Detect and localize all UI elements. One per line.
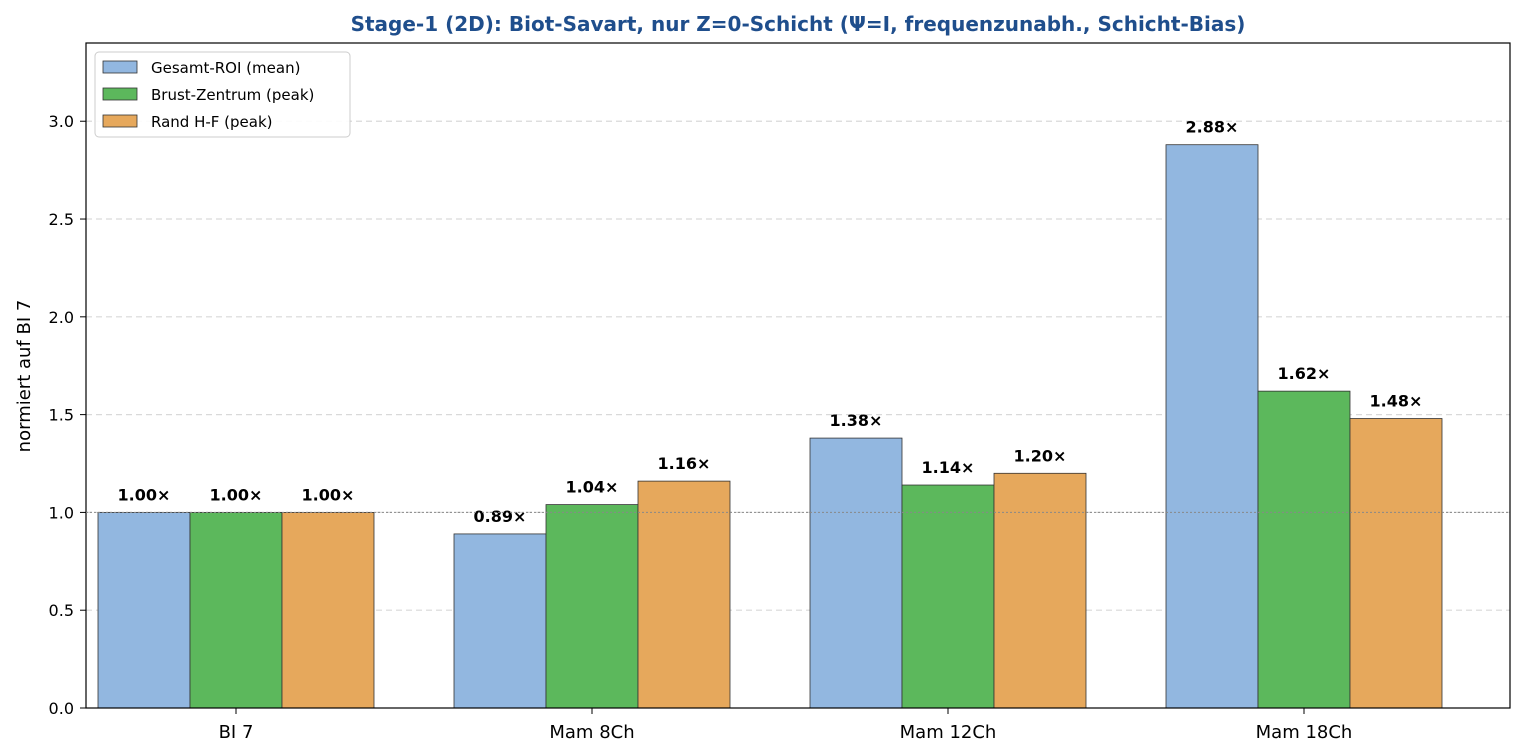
data-label: 1.00×: [210, 485, 263, 504]
y-axis-label: normiert auf BI 7: [14, 300, 35, 453]
legend: Gesamt-ROI (mean) Brust-Zentrum (peak) Ran…: [94, 51, 351, 138]
x-tick-label: Mam 12Ch: [900, 722, 997, 743]
y-tick-label: 1.5: [49, 406, 74, 425]
bar: [1257, 390, 1351, 709]
bar: [901, 484, 995, 709]
bar: [809, 437, 903, 709]
bar: [1349, 418, 1443, 709]
y-tick-label: 2.0: [49, 308, 74, 327]
bar: [97, 512, 191, 709]
data-label: 1.04×: [566, 478, 619, 497]
data-labels: 1.00× 1.00× 1.00× 0.89× 1.04× 1.16× 1.38× 1.14×…: [118, 118, 1423, 526]
y-tick-label: 0.0: [49, 699, 74, 718]
chart-title: Stage-1 (2D): Biot-Savart, nur Z=0-Schic…: [351, 12, 1246, 36]
legend-label: Gesamt-ROI (mean): [151, 59, 300, 77]
legend-label: Rand H-F (peak): [151, 113, 273, 131]
y-tick-label: 2.5: [49, 210, 74, 229]
data-label: 1.16×: [658, 454, 711, 473]
bar: [189, 512, 283, 709]
bar: [1165, 144, 1259, 709]
data-label: 1.38×: [830, 411, 883, 430]
bar: [637, 480, 731, 709]
data-label: 1.62×: [1278, 364, 1331, 383]
data-label: 1.00×: [118, 485, 171, 504]
data-label: 0.89×: [474, 507, 527, 526]
y-tick-label: 1.0: [49, 503, 74, 522]
bar: [281, 512, 375, 709]
legend-swatch: [102, 114, 138, 128]
x-tick-label: Mam 18Ch: [1256, 722, 1353, 743]
x-tick-label: BI 7: [219, 722, 254, 743]
legend-box: [94, 51, 351, 138]
bar: [993, 472, 1087, 709]
bar: [545, 504, 639, 709]
x-ticks: BI 7 Mam 8Ch Mam 12Ch Mam 18Ch: [219, 708, 1353, 743]
bars: [97, 144, 1443, 709]
data-label: 1.14×: [922, 458, 975, 477]
axes: [85, 42, 1511, 709]
bar: [453, 533, 547, 709]
plot-frame: [85, 42, 1511, 709]
x-tick-label: Mam 8Ch: [549, 722, 634, 743]
y-tick-label: 0.5: [49, 601, 74, 620]
data-label: 1.00×: [302, 485, 355, 504]
data-label: 1.48×: [1370, 392, 1423, 411]
legend-swatch: [102, 87, 138, 101]
y-ticks: 0.0 0.5 1.0 1.5 2.0 2.5 3.0: [49, 112, 86, 718]
data-label: 1.20×: [1014, 446, 1067, 465]
legend-swatch: [102, 60, 138, 74]
data-label: 2.88×: [1186, 118, 1239, 137]
legend-label: Brust-Zentrum (peak): [151, 86, 314, 104]
y-tick-label: 3.0: [49, 112, 74, 131]
